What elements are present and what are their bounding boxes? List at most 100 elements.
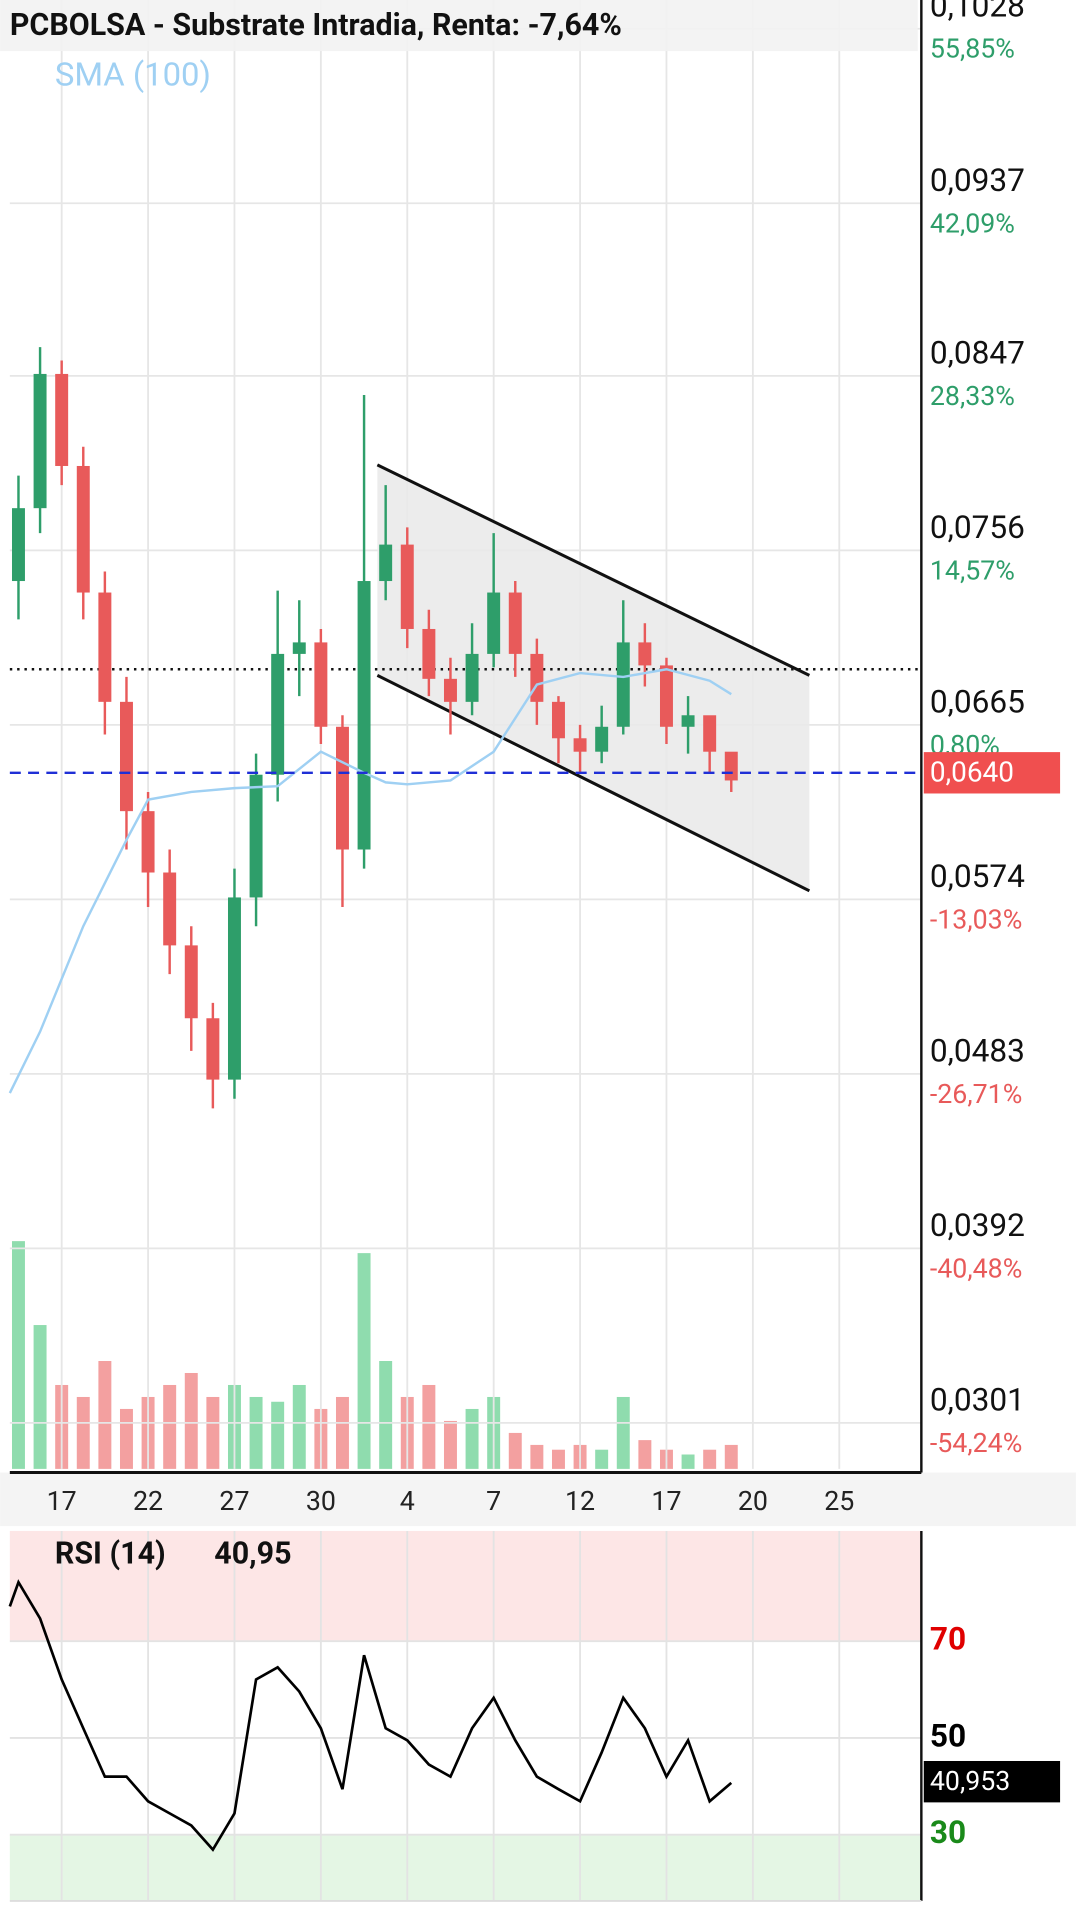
rsi-tick-label: 30 (930, 1814, 966, 1851)
volume-bar (184, 1372, 198, 1469)
candle-body (681, 715, 695, 727)
y-tick-percent: -26,71% (930, 1078, 1022, 1110)
y-tick-percent: 55,85% (930, 33, 1015, 65)
x-tick-label: 12 (565, 1485, 595, 1517)
candle-body (659, 665, 673, 727)
volume-bar (33, 1325, 47, 1469)
y-tick-label: 0,0574 (930, 858, 1025, 895)
volume-bar (11, 1241, 25, 1469)
volume-bar (724, 1444, 738, 1469)
volume-bar (76, 1396, 90, 1469)
rsi-value-label: 40,953 (930, 1765, 1010, 1797)
y-tick-percent: 14,57% (930, 554, 1015, 586)
last-price-box (923, 752, 1061, 794)
title-band (0, 0, 918, 52)
x-axis-band (0, 1472, 1076, 1527)
oversold-band (9, 1834, 922, 1901)
candle-body (227, 897, 241, 1080)
x-tick-label: 17 (651, 1485, 681, 1517)
candle-body (400, 544, 414, 629)
x-tick-label: 7 (486, 1485, 501, 1517)
volume-bar (551, 1449, 565, 1469)
volume-bar (249, 1396, 263, 1469)
volume-bar (335, 1396, 349, 1469)
rsi-line (8, 1579, 733, 1852)
candle-body (508, 592, 522, 654)
candle-body (530, 653, 544, 702)
rsi-panel: 70 50 30 40,953 RSI (14) 40,95 (8, 1530, 1061, 1902)
x-tick-label: 4 (400, 1485, 415, 1517)
volume-bar (638, 1440, 652, 1469)
volume-bar (703, 1449, 717, 1469)
candle-body (379, 544, 393, 582)
volume-bar (163, 1384, 177, 1469)
y-tick-label: 0,0937 (930, 162, 1025, 199)
candle-body (595, 726, 609, 752)
volume-bar (119, 1408, 133, 1469)
candle-body (271, 653, 285, 775)
sma-line (8, 668, 732, 1094)
x-tick-label: 25 (824, 1485, 854, 1517)
candle-body (76, 465, 90, 593)
y-tick-label: 0,0665 (930, 684, 1025, 721)
candle-body (616, 642, 630, 727)
candle-body (292, 642, 306, 654)
volume-bar (465, 1408, 479, 1469)
volume-bar (292, 1384, 306, 1469)
volume-bar (595, 1449, 609, 1469)
volume-bar (206, 1396, 220, 1469)
x-tick-label: 22 (133, 1485, 163, 1517)
channel-top (376, 463, 811, 677)
overbought-band (9, 1530, 922, 1642)
y-tick-label: 0,0847 (930, 335, 1025, 372)
y-tick-label: 0,0301 (930, 1382, 1025, 1419)
y-tick-percent: 28,33% (930, 380, 1015, 412)
candle-body (443, 678, 457, 702)
candle-body (335, 726, 349, 850)
rsi-title: RSI (14) (55, 1536, 166, 1571)
candle-body (314, 642, 328, 727)
candle-body (98, 592, 112, 702)
volume-bar (530, 1444, 544, 1469)
candle-body (119, 701, 133, 812)
candle-body (11, 508, 25, 582)
y-tick-percent: -40,48% (930, 1252, 1022, 1284)
volume-bar (681, 1454, 695, 1469)
candle-body (184, 945, 198, 1019)
y-tick-label: 0,0392 (930, 1207, 1025, 1244)
rsi-value-box (923, 1761, 1061, 1803)
rsi-tick-label: 70 (930, 1621, 966, 1658)
candle-body (465, 653, 479, 702)
rsi-tick-label: 50 (930, 1717, 966, 1754)
candle-body (206, 1018, 220, 1080)
y-tick-label: 0,1028 (930, 0, 1025, 24)
y-tick-label: 0,0756 (930, 509, 1025, 546)
candle-body (638, 642, 652, 666)
last-price-label: 0,0640 (930, 755, 1014, 788)
volume-bar (271, 1401, 285, 1469)
x-tick-label: 27 (219, 1485, 249, 1517)
volume-bar (508, 1432, 522, 1469)
candle-body (724, 751, 738, 781)
candle-body (249, 774, 263, 898)
candle-body (703, 715, 717, 752)
x-tick-label: 17 (47, 1485, 77, 1517)
candle-body (357, 581, 371, 850)
candle-body (163, 872, 177, 946)
volume-bar (422, 1384, 436, 1469)
candle-body (573, 738, 587, 752)
volume-bar (357, 1253, 371, 1469)
candle-body (422, 628, 436, 679)
y-tick-percent: -13,03% (930, 903, 1022, 935)
price-panel: 17 22 27 30 4 7 12 17 20 25 0,1028 55,85% 0,0937 42,0… (0, 0, 1061, 1517)
y-tick-label: 0,0483 (930, 1033, 1025, 1070)
channel-fill (377, 464, 810, 891)
y-tick-percent: -54,24% (930, 1427, 1022, 1459)
x-tick-label: 20 (738, 1485, 768, 1517)
legend-entry: SMA (100) (55, 56, 211, 94)
volume-bar (616, 1396, 630, 1469)
y-tick-percent: 42,09% (930, 207, 1015, 239)
candle-body (141, 811, 155, 873)
